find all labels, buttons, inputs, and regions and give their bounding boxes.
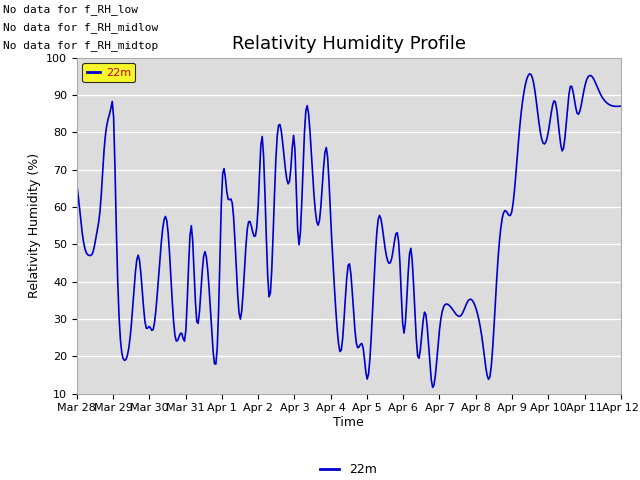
Title: Relativity Humidity Profile: Relativity Humidity Profile [232,35,466,53]
Text: No data for f_RH_midlow: No data for f_RH_midlow [3,22,159,33]
Text: No data for f_RH_low: No data for f_RH_low [3,4,138,15]
Text: No data for f_RH_midtop: No data for f_RH_midtop [3,40,159,51]
Legend: 22m: 22m [316,458,382,480]
Y-axis label: Relativity Humidity (%): Relativity Humidity (%) [28,153,40,298]
X-axis label: Time: Time [333,416,364,429]
